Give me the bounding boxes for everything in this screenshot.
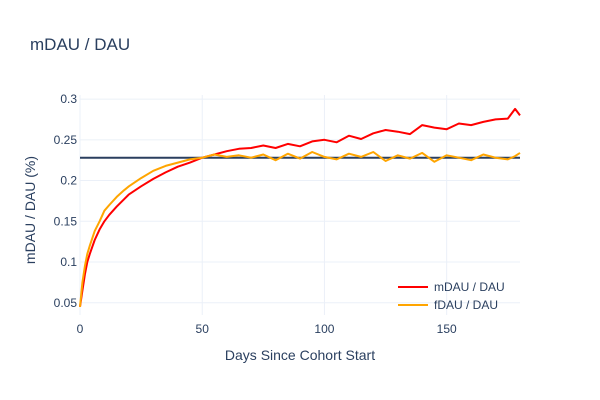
x-tick-label: 150 — [437, 322, 457, 336]
series-line-fdau — [79, 151, 521, 307]
legend-label: mDAU / DAU — [434, 280, 505, 294]
grid — [79, 95, 520, 315]
legend-item-fdau[interactable]: fDAU / DAU — [398, 298, 498, 312]
chart-title: mDAU / DAU — [30, 35, 130, 54]
y-tick-label: 0.25 — [54, 133, 78, 147]
x-tick-label: 50 — [196, 322, 210, 336]
tick-labels: 0.05 0.1 0.15 0.2 0.25 0.3 0 50 100 150 — [54, 92, 457, 336]
x-axis-label: Days Since Cohort Start — [225, 347, 375, 363]
legend[interactable]: mDAU / DAU fDAU / DAU — [398, 280, 505, 312]
y-tick-label: 0.3 — [60, 92, 77, 106]
y-axis-label: mDAU / DAU (%) — [22, 156, 38, 264]
series-line-mdau — [79, 107, 521, 308]
legend-label: fDAU / DAU — [434, 298, 498, 312]
legend-item-mdau[interactable]: mDAU / DAU — [398, 280, 505, 294]
y-tick-label: 0.05 — [54, 296, 78, 310]
x-tick-label: 100 — [314, 322, 334, 336]
y-tick-label: 0.2 — [60, 174, 77, 188]
y-tick-label: 0.15 — [54, 214, 78, 228]
y-tick-label: 0.1 — [60, 255, 77, 269]
x-tick-label: 0 — [77, 322, 84, 336]
series-group — [79, 107, 521, 308]
